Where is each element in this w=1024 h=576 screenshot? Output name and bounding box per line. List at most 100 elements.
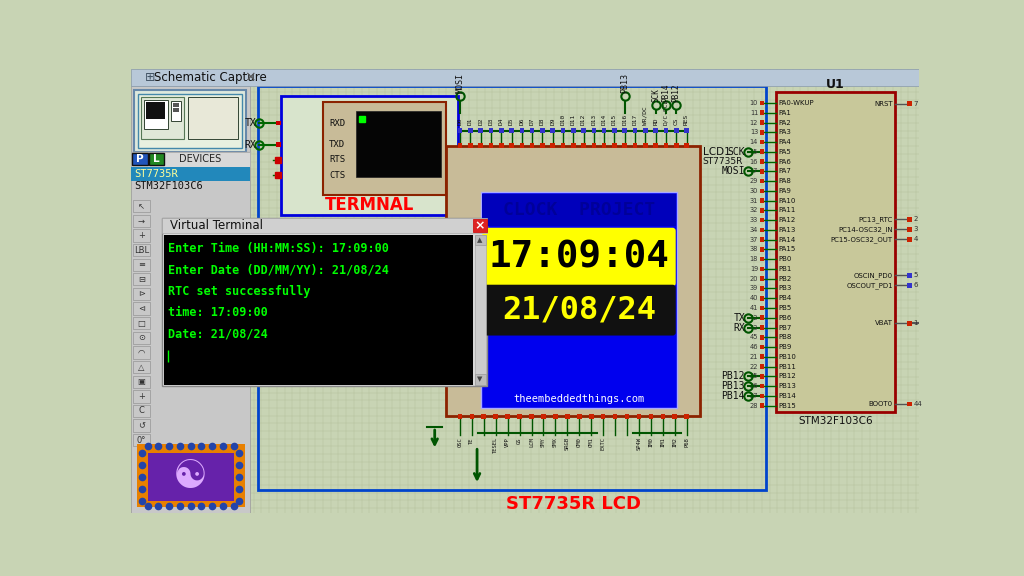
Text: VBAT: VBAT bbox=[874, 320, 893, 326]
Bar bbox=[601, 414, 605, 419]
Bar bbox=[141, 97, 183, 139]
Text: MOSI: MOSI bbox=[722, 166, 745, 176]
Text: 26: 26 bbox=[750, 383, 758, 389]
Text: ☯: ☯ bbox=[173, 458, 208, 496]
Text: PB9: PB9 bbox=[778, 344, 792, 350]
Bar bbox=[281, 96, 458, 215]
Bar bbox=[684, 414, 689, 419]
Text: PB13: PB13 bbox=[722, 381, 745, 391]
Text: ⊳: ⊳ bbox=[138, 290, 144, 298]
Text: IM1: IM1 bbox=[660, 437, 666, 447]
Text: OSCIN_PD0: OSCIN_PD0 bbox=[854, 272, 893, 279]
Bar bbox=[481, 414, 486, 419]
Bar bbox=[468, 128, 473, 133]
Text: TE: TE bbox=[469, 437, 474, 444]
Bar bbox=[458, 128, 463, 133]
Bar bbox=[907, 101, 912, 106]
Text: D5: D5 bbox=[509, 117, 514, 124]
Text: 22: 22 bbox=[750, 363, 758, 370]
Text: D15: D15 bbox=[612, 113, 617, 124]
Bar bbox=[760, 208, 764, 213]
Bar bbox=[137, 444, 245, 507]
Text: PA3: PA3 bbox=[778, 129, 791, 135]
Text: 5: 5 bbox=[913, 272, 919, 278]
Bar bbox=[276, 142, 281, 147]
Text: ST7735R: ST7735R bbox=[701, 157, 742, 166]
Bar bbox=[551, 128, 555, 133]
Text: D3: D3 bbox=[488, 117, 494, 124]
Text: 11: 11 bbox=[750, 110, 758, 116]
Bar bbox=[565, 414, 569, 419]
Bar bbox=[760, 169, 764, 173]
Bar bbox=[133, 288, 150, 300]
Bar bbox=[475, 234, 485, 245]
Text: 31: 31 bbox=[750, 198, 758, 204]
Text: LCM: LCM bbox=[529, 437, 535, 447]
Text: 19: 19 bbox=[750, 266, 758, 272]
Text: 46: 46 bbox=[750, 344, 758, 350]
Text: ▼: ▼ bbox=[477, 377, 483, 382]
Text: 7: 7 bbox=[913, 101, 919, 107]
Text: 25: 25 bbox=[750, 373, 758, 380]
Bar bbox=[133, 434, 150, 446]
Bar bbox=[684, 143, 689, 147]
Bar bbox=[473, 218, 487, 232]
Text: 16: 16 bbox=[750, 158, 758, 165]
Text: LCD1: LCD1 bbox=[703, 147, 731, 157]
Text: CS: CS bbox=[674, 117, 679, 124]
Bar bbox=[517, 414, 522, 419]
Bar bbox=[674, 143, 679, 147]
Bar bbox=[602, 143, 606, 147]
Bar bbox=[133, 302, 150, 314]
Text: TESEL: TESEL bbox=[494, 437, 499, 453]
Text: 45: 45 bbox=[750, 334, 758, 340]
Bar bbox=[133, 332, 150, 344]
Bar bbox=[551, 143, 555, 147]
Bar bbox=[760, 228, 764, 232]
Text: WR/DC: WR/DC bbox=[643, 106, 648, 124]
Text: PA9: PA9 bbox=[778, 188, 791, 194]
Text: 3: 3 bbox=[913, 226, 919, 232]
Text: PA14: PA14 bbox=[778, 237, 796, 242]
Text: Date: 21/08/24: Date: 21/08/24 bbox=[168, 328, 268, 341]
Text: TERMNAL: TERMNAL bbox=[325, 196, 414, 214]
Bar bbox=[760, 296, 764, 301]
Text: GM0: GM0 bbox=[577, 437, 582, 447]
Text: RTS: RTS bbox=[330, 156, 345, 165]
Bar bbox=[133, 244, 150, 256]
Text: D12: D12 bbox=[581, 113, 586, 124]
Bar bbox=[356, 112, 441, 177]
Bar bbox=[907, 217, 912, 222]
Bar bbox=[475, 374, 485, 385]
Bar bbox=[133, 317, 150, 329]
Bar bbox=[760, 384, 764, 388]
Bar bbox=[173, 103, 179, 107]
Bar bbox=[760, 335, 764, 340]
Text: D0: D0 bbox=[458, 117, 463, 124]
Bar bbox=[540, 143, 545, 147]
Text: D16: D16 bbox=[623, 113, 628, 124]
Bar bbox=[664, 128, 669, 133]
Text: LBL: LBL bbox=[134, 245, 148, 255]
Text: VPP: VPP bbox=[505, 437, 510, 447]
Text: P: P bbox=[136, 154, 143, 164]
Text: PB15: PB15 bbox=[778, 403, 796, 408]
Bar bbox=[470, 414, 474, 419]
Text: C: C bbox=[138, 407, 144, 415]
Bar bbox=[760, 403, 764, 408]
Text: PA12: PA12 bbox=[778, 217, 796, 223]
Text: PA4: PA4 bbox=[778, 139, 791, 145]
Text: D14: D14 bbox=[602, 113, 606, 124]
Bar bbox=[760, 218, 764, 222]
Text: EXTC: EXTC bbox=[601, 437, 605, 450]
Bar bbox=[577, 414, 582, 419]
Bar bbox=[133, 361, 150, 373]
Bar bbox=[653, 143, 658, 147]
Bar bbox=[760, 306, 764, 310]
Text: 17: 17 bbox=[750, 168, 758, 175]
Bar bbox=[162, 218, 487, 233]
Text: PB1: PB1 bbox=[778, 266, 792, 272]
Text: theembeddedthings.com: theembeddedthings.com bbox=[513, 393, 645, 404]
Bar bbox=[760, 286, 764, 291]
Text: D/C-SCL: D/C-SCL bbox=[664, 98, 669, 124]
